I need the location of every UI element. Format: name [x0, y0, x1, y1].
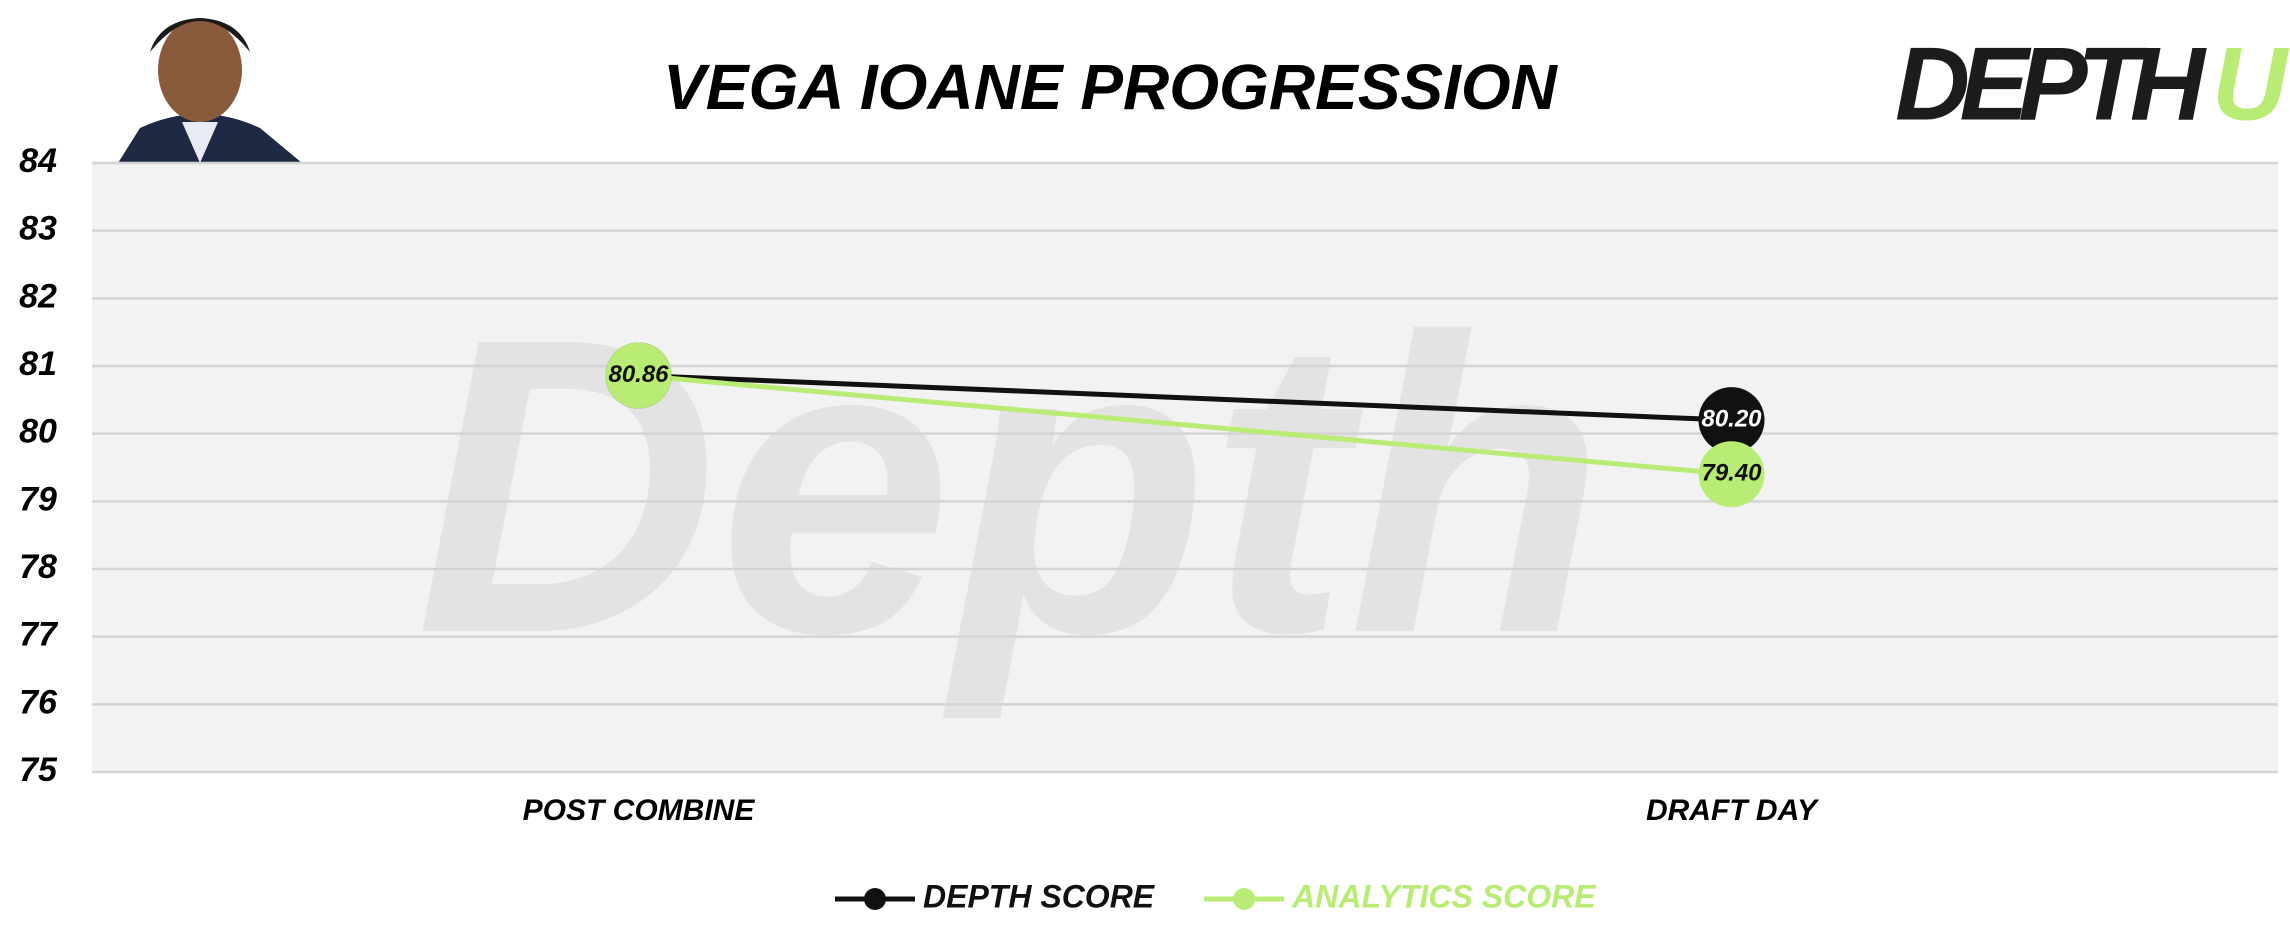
logo-accent: U: [2212, 26, 2290, 142]
legend-label: ANALYTICS SCORE: [1291, 878, 1597, 914]
y-tick-label: 83: [19, 210, 57, 248]
legend-marker: [864, 888, 886, 910]
player-photo: [118, 0, 304, 163]
x-tick-label: DRAFT DAY: [1646, 794, 1820, 827]
x-tick-label: POST COMBINE: [523, 794, 756, 827]
y-tick-label: 81: [19, 345, 57, 383]
series-line: [638, 372, 1732, 423]
y-tick-label: 75: [19, 751, 58, 789]
y-tick-label: 76: [19, 683, 58, 721]
y-tick-label: 82: [19, 277, 57, 315]
plot-background: [92, 163, 2278, 772]
series-line: [638, 372, 1732, 477]
watermark: Depth: [415, 252, 1605, 723]
data-label: 80.86: [608, 361, 669, 388]
y-tick-label: 79: [19, 480, 57, 518]
photo-hair: [150, 18, 250, 52]
data-label: 79.40: [1701, 460, 1762, 487]
y-tick-label: 77: [19, 616, 59, 654]
photo-shirt: [182, 122, 218, 163]
data-label: 80.20: [1701, 405, 1762, 432]
photo-face: [158, 18, 242, 122]
data-point: [605, 342, 672, 409]
logo-text: DEPTH: [1895, 26, 2207, 142]
y-tick-label: 78: [19, 548, 57, 586]
y-tick-label: 80: [19, 413, 57, 451]
chart-title: VEGA IOANE PROGRESSION: [663, 51, 1559, 123]
data-point: [1698, 387, 1765, 454]
legend-marker: [1233, 888, 1256, 910]
y-tick-label: 84: [19, 142, 57, 180]
legend-label: DEPTH SCORE: [923, 878, 1156, 914]
data-point: [1698, 441, 1765, 508]
